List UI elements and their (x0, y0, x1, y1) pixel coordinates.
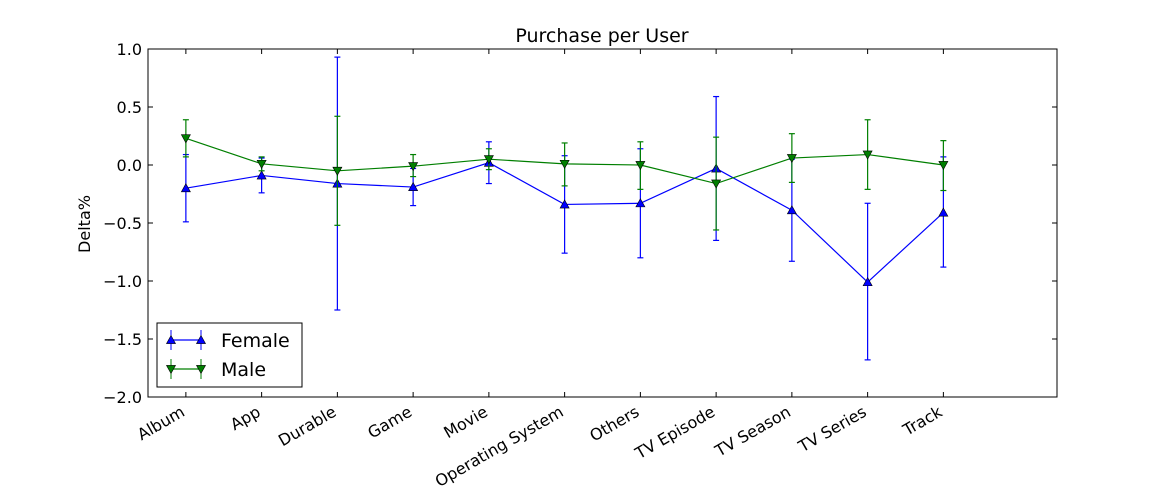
data-point (711, 179, 722, 189)
y-axis-label: Delta% (75, 195, 94, 253)
data-point (786, 154, 797, 164)
x-tick-label: TV Series (794, 402, 869, 456)
data-point (862, 150, 873, 160)
legend-marker (165, 334, 177, 344)
x-tick-label: TV Season (711, 402, 794, 461)
legend-box (156, 322, 303, 388)
y-tick-label: 0.0 (117, 156, 142, 175)
y-tick-label: −2.0 (103, 388, 142, 407)
data-point (938, 207, 949, 217)
legend-marker (195, 334, 207, 344)
x-tick-label: Album (134, 402, 188, 444)
legend-marker (165, 365, 177, 375)
data-point (408, 162, 419, 172)
data-point (862, 277, 873, 287)
x-tick-label: Game (364, 402, 415, 442)
data-point (256, 159, 267, 169)
legend: Female Male (156, 322, 303, 388)
x-tick-label: Durable (275, 402, 339, 450)
x-tick-label: Movie (440, 402, 491, 442)
data-point (180, 134, 191, 144)
y-tick-label: −0.5 (103, 214, 142, 233)
legend-marker (195, 365, 207, 375)
x-tick-label: Operating System (432, 402, 567, 491)
x-tick-label: App (227, 402, 264, 434)
y-tick-label: −1.5 (103, 330, 142, 349)
data-point (408, 181, 419, 191)
legend-label-male: Male (221, 359, 266, 381)
x-tick-label: Track (899, 402, 946, 440)
y-tick-label: 0.5 (117, 98, 142, 117)
data-point (786, 205, 797, 215)
data-point (559, 199, 570, 209)
plot-frame (147, 48, 1058, 398)
data-point (332, 166, 343, 176)
data-point (180, 183, 191, 193)
y-tick-label: 1.0 (117, 40, 142, 59)
x-tick-label: Others (586, 402, 642, 445)
legend-label-female: Female (221, 330, 290, 352)
x-tick-label: TV Episode (631, 402, 718, 463)
data-point (635, 198, 646, 208)
data-point (256, 170, 267, 180)
data-point (483, 155, 494, 165)
data-point (938, 161, 949, 171)
data-point (635, 161, 646, 171)
chart-title: Purchase per User (515, 25, 688, 47)
data-point (559, 159, 570, 169)
y-tick-label: −1.0 (103, 272, 142, 291)
